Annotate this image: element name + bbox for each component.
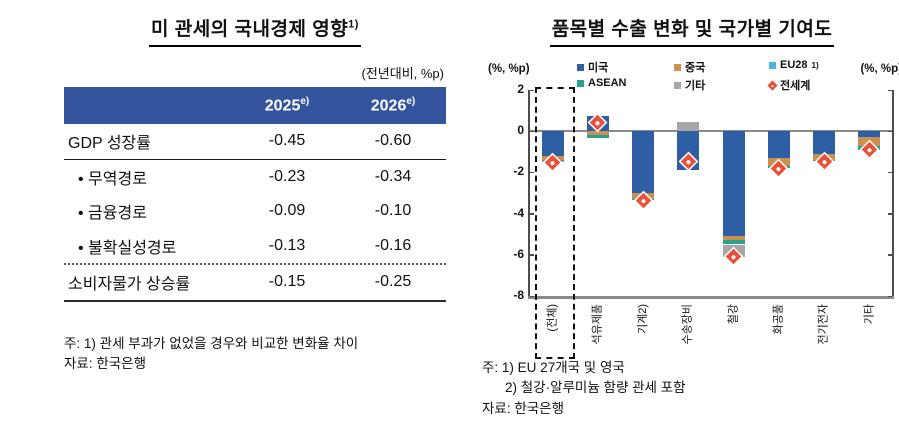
table-header-2025: 2025e)	[264, 95, 310, 115]
legend-square-icon	[577, 63, 584, 71]
x-axis-label: 전기전자	[817, 304, 830, 345]
legend-square-icon	[674, 81, 681, 89]
table-row: • 금융경로 -0.09 -0.10	[78, 202, 412, 223]
x-axis-label: 기타	[862, 304, 875, 325]
left-panel-title-wrap: 미 관세의 국내경제 영향1)	[64, 14, 446, 47]
right-panel-export-chart: 품목별 수출 변화 및 국가별 기여도 (%, %p) (%, %p) 주: 1…	[482, 10, 899, 437]
table-header-row: 2025e) 2026e)	[64, 87, 446, 124]
left-panel-footnotes: 주: 1) 관세 부과가 없었을 경우와 비교한 변화율 차이 자료: 한국은행	[64, 334, 446, 375]
y-axis-label: 2	[517, 82, 524, 96]
world-marker-center	[776, 165, 782, 172]
bar-segment-china	[586, 131, 609, 136]
y-tick	[888, 213, 892, 215]
x-axis-label: 석유제품	[591, 304, 604, 345]
y-axis-label: -8	[513, 288, 524, 302]
right-panel-title-wrap: 품목별 수출 변화 및 국가별 기여도	[482, 14, 899, 47]
x-axis-label: 철강	[727, 304, 740, 325]
legend-label: ASEAN	[588, 77, 627, 89]
left-panel-tariff-impact-table: 미 관세의 국내경제 영향1) (전년대비, %p) 2025e) 2026e)…	[64, 10, 446, 374]
legend-square-icon	[674, 63, 681, 71]
legend-item: ASEAN	[577, 77, 627, 89]
world-marker-center	[730, 254, 737, 260]
world-marker-center	[640, 197, 646, 204]
table-row: • 불확실성경로 -0.13 -0.16	[64, 229, 446, 265]
table-row: • 무역경로 -0.23 -0.34	[78, 167, 412, 188]
y-tick	[530, 213, 534, 215]
legend-label: 기타	[685, 80, 706, 92]
footnote-line: 주: 1) EU 27개국 및 영국	[482, 360, 625, 375]
y-tick	[530, 130, 534, 133]
legend-square-icon	[577, 79, 584, 87]
legend-footnote-mark: 1)	[811, 60, 819, 70]
world-marker-center	[866, 146, 873, 153]
table-header-2026: 2026e)	[370, 95, 416, 115]
legend-label: EU28	[780, 59, 808, 71]
table-unit-note: (전년대비, %p)	[361, 66, 444, 81]
bar-segment-us	[767, 131, 790, 158]
left-panel-title: 미 관세의 국내경제 영향1)	[149, 14, 361, 47]
x-axis-label: 수송장비	[681, 304, 694, 345]
bar-segment-china	[858, 137, 881, 146]
chart-unit-label-left: (%, %p)	[488, 63, 530, 75]
y-tick	[530, 295, 534, 297]
highlight-box	[534, 87, 575, 359]
y-tick	[888, 130, 892, 133]
y-tick	[888, 254, 892, 256]
legend-label: 중국	[685, 62, 706, 74]
legend-diamond-center	[771, 83, 774, 87]
y-axis-left	[528, 90, 530, 296]
table-row: 소비자물가 상승률 -0.15 -0.25	[64, 265, 446, 302]
legend-square-icon	[769, 61, 776, 69]
y-axis-label: -2	[513, 164, 524, 179]
footnote-line: 주: 1) 관세 부과가 없었을 경우와 비교한 변화율 차이	[64, 335, 359, 351]
y-tick	[530, 89, 534, 91]
bar-segment-us	[541, 131, 564, 156]
world-marker-center	[595, 120, 601, 126]
y-tick	[530, 254, 534, 256]
legend-label: 미국	[588, 62, 609, 74]
source-line: 자료: 한국은행	[64, 355, 147, 371]
y-tick	[888, 295, 892, 297]
y-tick	[530, 171, 534, 174]
world-marker-center	[821, 158, 827, 164]
zero-line	[530, 130, 892, 133]
legend-item: 미국	[577, 59, 608, 75]
source-line: 자료: 한국은행	[482, 400, 565, 416]
bar-segment-asean	[722, 240, 745, 245]
y-axis-label: -6	[513, 246, 524, 261]
x-axis-label: 화공품	[772, 304, 785, 335]
left-panel-title-text: 미 관세의 국내경제 영향	[151, 19, 349, 40]
world-marker-center	[685, 158, 692, 164]
legend-label: 전세계	[780, 80, 811, 92]
bar-segment-us	[722, 131, 745, 237]
x-axis-label: 기계2)	[636, 304, 649, 335]
bar-segment-china	[722, 236, 745, 241]
y-axis-right	[892, 90, 894, 296]
footnote-line: 2) 철강·알루미늄 함량 관세 포함	[505, 380, 686, 396]
legend-item: 기타	[674, 77, 705, 93]
legend-diamond-icon	[767, 80, 778, 90]
bar-segment-etc	[677, 121, 700, 132]
right-panel-footnotes: 주: 1) EU 27개국 및 영국 2) 철강·알루미늄 함량 관세 포함 자…	[482, 358, 686, 419]
chart-unit-label-right: (%, %p)	[860, 63, 899, 75]
legend-item: 전세계	[767, 77, 811, 93]
bar-segment-us	[858, 131, 881, 138]
x-axis-bottom	[528, 296, 894, 299]
bar-segment-us	[632, 131, 655, 193]
bar-segment-us	[813, 131, 836, 154]
right-panel-title: 품목별 수출 변화 및 국가별 기여도	[549, 14, 835, 47]
table-row: GDP 성장률 -0.45 -0.60	[64, 124, 446, 160]
legend-item: 중국	[674, 59, 705, 75]
y-axis-label: -4	[513, 205, 524, 220]
y-tick	[888, 89, 892, 91]
y-tick	[888, 171, 892, 174]
bar-segment-asean	[586, 135, 609, 139]
left-panel-title-footnote-mark: 1)	[348, 18, 359, 31]
impact-table: 2025e) 2026e) GDP 성장률 -0.45 -0.60 • 무역경로…	[64, 87, 446, 302]
y-axis-label: 0	[517, 123, 524, 138]
legend-item: EU28 1)	[769, 59, 819, 71]
